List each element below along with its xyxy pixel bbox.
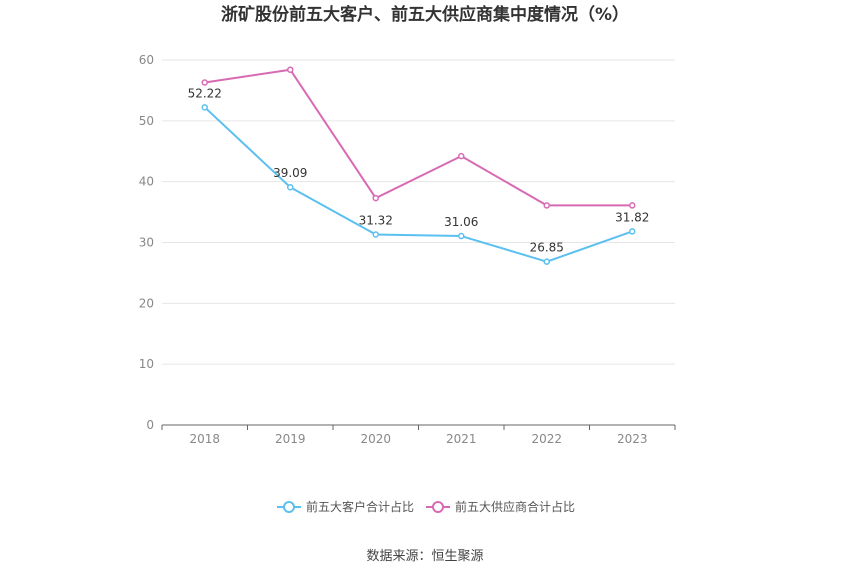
data-point [372, 194, 379, 202]
data-point [287, 183, 294, 191]
legend[interactable]: 前五大客户合计占比 前五大供应商合计占比 [277, 499, 575, 514]
x-tick-label: 2018 [189, 432, 220, 446]
data-point [372, 231, 379, 238]
y-tick-label: 40 [139, 175, 154, 189]
x-tick-label: 2020 [360, 432, 391, 446]
source-note: 数据来源：恒生聚源 [366, 549, 483, 564]
data-point [629, 202, 636, 209]
series-line-1 [204, 106, 633, 263]
y-tick-label: 10 [139, 357, 154, 371]
data-label: 26.85 [530, 241, 564, 255]
gridlines [162, 59, 675, 365]
y-tick-label: 30 [139, 236, 154, 250]
legend-label: 前五大供应商合计占比 [455, 499, 575, 514]
x-tick-label: 2021 [446, 432, 477, 446]
series-points [201, 66, 636, 265]
x-tick-label: 2022 [531, 432, 562, 446]
data-point [543, 202, 550, 209]
data-point [201, 79, 208, 86]
legend-marker-icon [432, 501, 444, 513]
data-point [543, 258, 550, 265]
chart-title: 浙矿股份前五大客户、前五大供应商集中度情况（%） [221, 4, 629, 25]
legend-label: 前五大客户合计占比 [306, 499, 414, 514]
x-axis: 2018 2019 2020 2021 2022 2023 [161, 424, 676, 446]
data-label: 31.06 [444, 215, 478, 229]
data-point [201, 104, 208, 111]
data-label: 31.82 [615, 210, 649, 224]
data-label: 31.32 [359, 213, 393, 227]
legend-marker-icon [283, 501, 295, 513]
series-lines [204, 68, 633, 263]
data-labels: 52.22 39.09 31.32 31.06 26.85 31.82 [188, 86, 650, 254]
data-label: 52.22 [188, 86, 222, 100]
legend-item-2[interactable]: 前五大供应商合计占比 [426, 499, 575, 514]
series-line-2 [204, 68, 633, 207]
y-tick-label: 20 [139, 296, 154, 310]
data-point [287, 66, 294, 73]
x-tick-label: 2023 [617, 432, 648, 446]
data-point [458, 232, 465, 240]
y-tick-label: 50 [139, 114, 154, 128]
y-tick-label: 60 [139, 53, 154, 67]
data-point [458, 152, 465, 160]
y-axis-ticks: 0 10 20 30 40 50 60 [139, 53, 154, 432]
legend-item-1[interactable]: 前五大客户合计占比 [277, 499, 414, 514]
y-tick-label: 0 [146, 418, 154, 432]
x-tick-label: 2019 [275, 432, 306, 446]
data-label: 39.09 [273, 166, 307, 180]
data-point [629, 228, 636, 235]
